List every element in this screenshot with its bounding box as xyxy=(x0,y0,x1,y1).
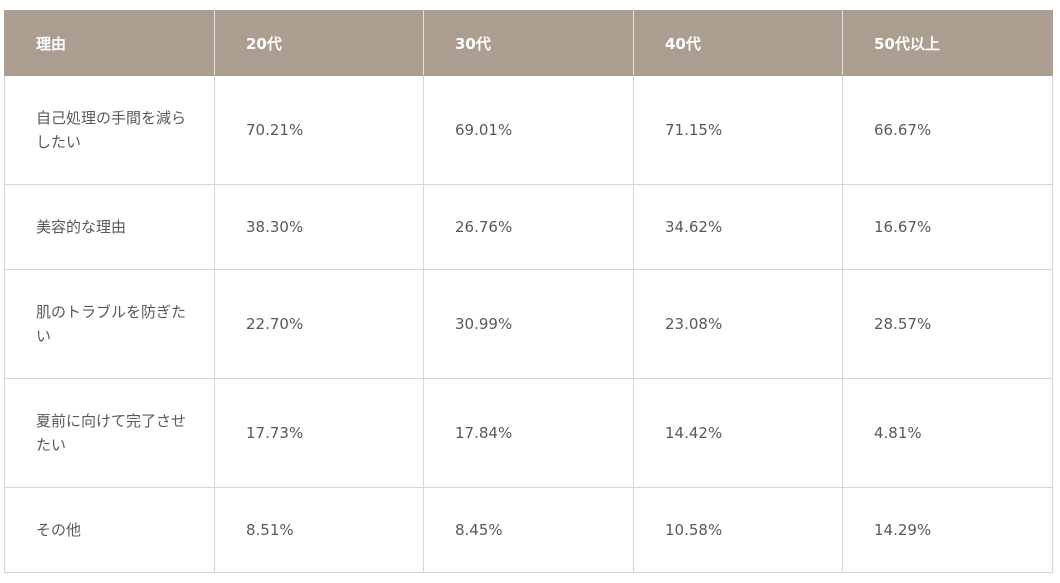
header-30s: 30代 xyxy=(423,10,634,76)
value-cell-30s: 26.76% xyxy=(423,184,634,270)
value-cell-20s: 70.21% xyxy=(214,75,424,185)
table-row: 自己処理の手間を減らしたい 70.21% 69.01% 71.15% 66.67… xyxy=(4,75,1053,185)
header-reason: 理由 xyxy=(4,10,215,76)
value-cell-20s: 22.70% xyxy=(214,269,424,379)
value-cell-40s: 14.42% xyxy=(633,378,843,488)
value-cell-40s: 34.62% xyxy=(633,184,843,270)
value-cell-40s: 23.08% xyxy=(633,269,843,379)
value-cell-50s-plus: 14.29% xyxy=(842,487,1053,573)
value-cell-40s: 10.58% xyxy=(633,487,843,573)
value-cell-50s-plus: 16.67% xyxy=(842,184,1053,270)
reasons-table-container: 理由 20代 30代 40代 50代以上 自己処理の手間を減らしたい 70.21… xyxy=(4,10,1053,573)
table-row: 肌のトラブルを防ぎたい 22.70% 30.99% 23.08% 28.57% xyxy=(4,269,1053,379)
reason-cell: 美容的な理由 xyxy=(4,184,215,270)
value-cell-30s: 69.01% xyxy=(423,75,634,185)
value-cell-20s: 17.73% xyxy=(214,378,424,488)
value-cell-30s: 8.45% xyxy=(423,487,634,573)
reasons-by-age-table: 理由 20代 30代 40代 50代以上 自己処理の手間を減らしたい 70.21… xyxy=(4,10,1053,573)
header-row: 理由 20代 30代 40代 50代以上 xyxy=(4,10,1053,76)
value-cell-50s-plus: 66.67% xyxy=(842,75,1053,185)
header-40s: 40代 xyxy=(633,10,843,76)
value-cell-40s: 71.15% xyxy=(633,75,843,185)
value-cell-50s-plus: 4.81% xyxy=(842,378,1053,488)
reason-cell: 肌のトラブルを防ぎたい xyxy=(4,269,215,379)
table-row: 美容的な理由 38.30% 26.76% 34.62% 16.67% xyxy=(4,184,1053,270)
value-cell-50s-plus: 28.57% xyxy=(842,269,1053,379)
value-cell-20s: 38.30% xyxy=(214,184,424,270)
value-cell-30s: 17.84% xyxy=(423,378,634,488)
value-cell-20s: 8.51% xyxy=(214,487,424,573)
reason-cell: 夏前に向けて完了させたい xyxy=(4,378,215,488)
reason-cell: 自己処理の手間を減らしたい xyxy=(4,75,215,185)
header-20s: 20代 xyxy=(214,10,424,76)
header-50s-plus: 50代以上 xyxy=(842,10,1053,76)
table-row: 夏前に向けて完了させたい 17.73% 17.84% 14.42% 4.81% xyxy=(4,378,1053,488)
table-row: その他 8.51% 8.45% 10.58% 14.29% xyxy=(4,487,1053,573)
value-cell-30s: 30.99% xyxy=(423,269,634,379)
reason-cell: その他 xyxy=(4,487,215,573)
